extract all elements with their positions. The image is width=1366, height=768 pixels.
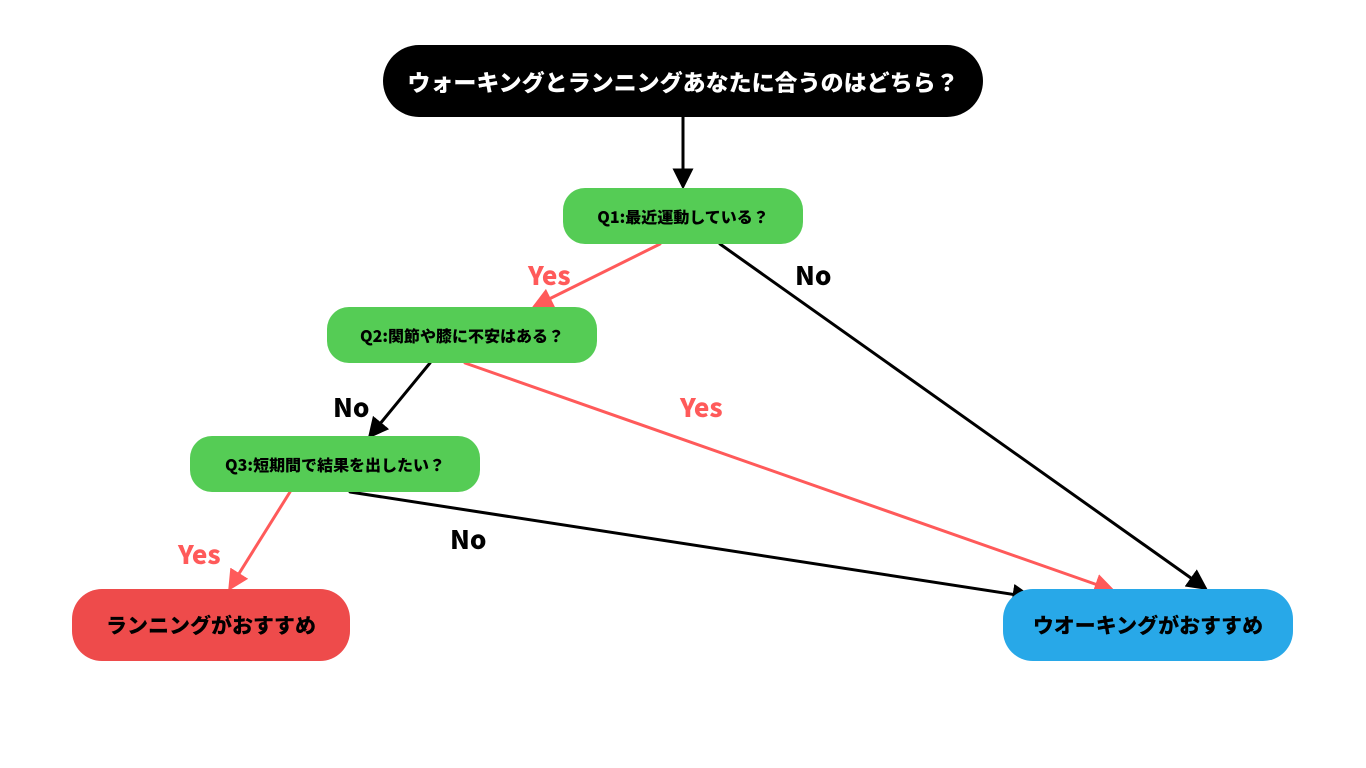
node-q1-label: Q1:最近運動している？ (597, 204, 768, 228)
node-result-running: ランニングがおすすめ (72, 589, 350, 661)
node-q3: Q3:短期間で結果を出したい？ (190, 436, 480, 492)
node-q1: Q1:最近運動している？ (563, 188, 803, 244)
node-title: ウォーキングとランニングあなたに合うのはどちら？ (383, 45, 983, 117)
edge-label-q2-no: No (333, 388, 369, 425)
edge-q1_no (720, 244, 1205, 588)
node-q2-label: Q2:関節や膝に不安はある？ (360, 323, 564, 347)
edge-label-q1-no: No (795, 256, 831, 293)
node-q2: Q2:関節や膝に不安はある？ (327, 307, 597, 363)
node-result-running-label: ランニングがおすすめ (106, 610, 316, 640)
flowchart-canvas: ウォーキングとランニングあなたに合うのはどちら？ Q1:最近運動している？ Q2… (0, 0, 1366, 768)
edge-label-q3-no: No (450, 520, 486, 557)
edge-label-q2-yes: Yes (680, 388, 723, 425)
node-result-walking: ウオーキングがおすすめ (1003, 589, 1293, 661)
edge-q3_yes (230, 492, 290, 588)
node-result-walking-label: ウオーキングがおすすめ (1033, 610, 1263, 640)
edge-q2_no (370, 363, 430, 436)
edge-q2_yes (465, 363, 1112, 590)
edge-label-q3-yes: Yes (178, 535, 221, 572)
edge-label-q1-yes: Yes (528, 256, 571, 293)
node-title-label: ウォーキングとランニングあなたに合うのはどちら？ (407, 64, 958, 98)
node-q3-label: Q3:短期間で結果を出したい？ (225, 452, 445, 476)
